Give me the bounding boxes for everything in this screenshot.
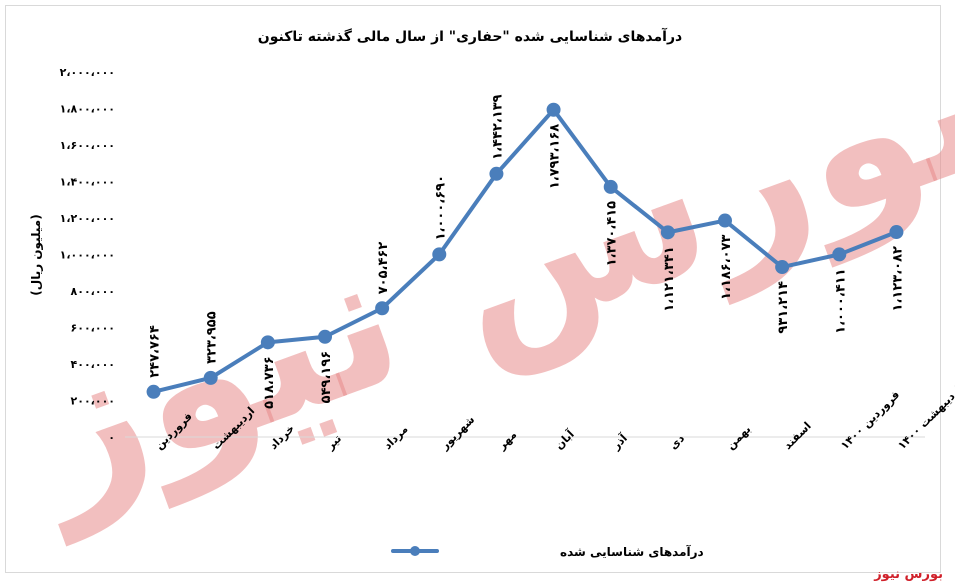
y-axis-label: (میلیون ریال) (29, 214, 44, 295)
data-label: ۱،۷۹۳،۱۶۸ (548, 124, 563, 189)
data-label: ۱،۳۷۰،۴۱۵ (605, 201, 620, 266)
x-tick-label: اردیبهشت ۱۴۰۰ (895, 383, 955, 452)
data-point (718, 213, 732, 228)
x-tick-label: شهریور (438, 413, 478, 453)
data-label: ۲۴۷،۷۶۴ (148, 325, 163, 378)
chart-title: درآمدهای شناسایی شده "حفاری" از سال مالی… (258, 27, 682, 45)
data-label: ۵۱۸،۷۳۶ (262, 356, 277, 409)
data-label: ۱،۰۰۰،۶۹۰ (433, 175, 448, 240)
watermark-text: بورس نیوز (0, 0, 955, 547)
x-tick-label: مهر (495, 428, 520, 453)
y-tick-label: ۲،۰۰۰،۰۰۰ (60, 66, 115, 79)
legend-label: درآمدهای شناسایی شده (560, 544, 704, 559)
legend-swatch-marker (410, 546, 420, 556)
x-tick-label: دی (667, 432, 688, 453)
data-point (375, 301, 390, 316)
data-label: ۱،۱۲۳،۰۸۲ (890, 246, 905, 311)
data-label: ۱،۱۸۶،۰۷۳ (719, 234, 734, 299)
data-point (318, 329, 332, 344)
y-tick-label: ۱،۰۰۰،۰۰۰ (60, 249, 115, 262)
data-point (775, 260, 790, 275)
series-line (151, 107, 899, 394)
data-label: ۱،۰۰۰،۴۱۱ (833, 268, 848, 333)
data-point (260, 335, 275, 350)
data-point (489, 166, 504, 181)
data-label: ۱،۴۴۲،۱۳۹ (490, 94, 505, 159)
data-point (546, 102, 561, 117)
data-label: ۳۲۳،۹۵۵ (205, 311, 220, 364)
data-label: ۱،۱۲۱،۳۴۱ (662, 246, 677, 311)
data-point (832, 247, 847, 262)
data-label: ۹۳۱،۲۱۴ (776, 281, 791, 334)
y-tick-label: ۱،۶۰۰،۰۰۰ (60, 139, 115, 152)
y-tick-label: ۲۰۰،۰۰۰ (71, 395, 115, 408)
x-tick-label: فروردین ۱۴۰۰ (838, 388, 902, 452)
y-tick-label: ۰ (108, 431, 115, 444)
data-point (203, 370, 218, 385)
x-tick-label: آذر (608, 431, 630, 453)
x-tick-label: اسفند (781, 419, 814, 452)
y-tick-label: ۸۰۰،۰۰۰ (71, 285, 115, 298)
y-tick-label: ۱،۸۰۰،۰۰۰ (60, 103, 115, 116)
data-label: ۵۴۹،۱۹۶ (319, 351, 334, 404)
y-tick-label: ۴۰۰،۰۰۰ (71, 358, 115, 371)
data-point (889, 225, 904, 240)
data-point (660, 225, 675, 240)
data-point (146, 384, 161, 399)
y-tick-label: ۱،۴۰۰،۰۰۰ (60, 176, 115, 189)
y-tick-label: ۱،۲۰۰،۰۰۰ (60, 212, 115, 225)
x-tick-label: آبان (552, 427, 577, 452)
y-tick-label: ۶۰۰،۰۰۰ (71, 322, 115, 335)
chart-frame (5, 5, 941, 573)
data-label: ۷۰۵،۴۶۲ (376, 242, 391, 295)
data-point (432, 247, 447, 262)
data-point (603, 179, 618, 194)
brand-logo-text: بورس نیوز (874, 567, 943, 582)
